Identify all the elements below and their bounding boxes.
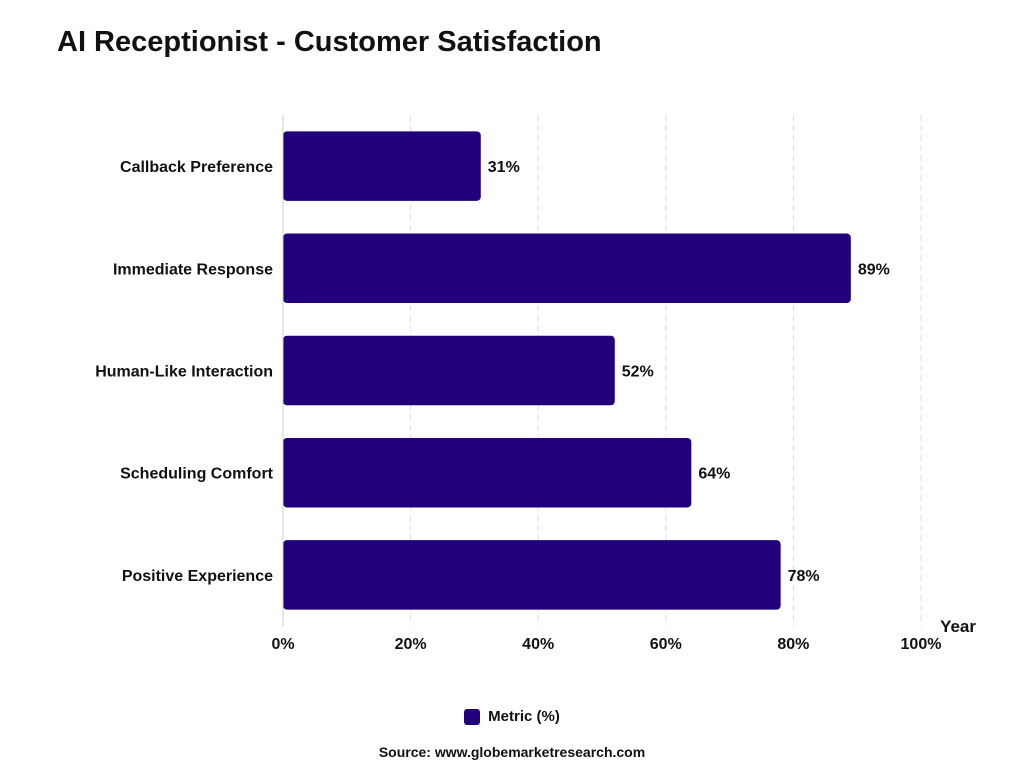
x-tick-label: 60% <box>650 636 682 653</box>
category-label: Callback Preference <box>120 159 273 176</box>
legend-swatch <box>464 708 481 725</box>
bar-value-label: 89% <box>858 261 890 278</box>
bar <box>283 131 481 201</box>
bar-value-label: 78% <box>788 568 820 585</box>
bars: 31% 89% 52% 64% 78% <box>283 131 890 610</box>
category-label: Human-Like Interaction <box>95 364 273 381</box>
x-tick-label: 80% <box>777 636 809 653</box>
category-label: Immediate Response <box>113 261 273 278</box>
bar <box>283 540 781 610</box>
source-note: Source: www.globemarketresearch.com <box>378 744 646 760</box>
bar-value-label: 64% <box>698 466 730 483</box>
x-axis-title: Year <box>940 617 976 636</box>
bar-chart: 31% 89% 52% 64% 78% 0% 20% 40% 60% 80% 100% Callba… <box>95 115 976 653</box>
bar <box>283 437 692 508</box>
category-label: Scheduling Comfort <box>120 466 274 483</box>
legend: Metric (%) <box>0 708 1024 725</box>
axes: 0% 20% 40% 60% 80% 100% Callback Preference Imm… <box>95 115 941 653</box>
category-label: Positive Experience <box>122 568 273 585</box>
x-tick-label: 0% <box>271 636 294 653</box>
chart-title: AI Receptionist - Customer Satisfaction <box>57 26 602 58</box>
bar-value-label: 31% <box>488 159 520 176</box>
bar <box>283 335 615 406</box>
legend-label: Metric (%) <box>488 708 560 725</box>
bar <box>283 233 851 304</box>
x-tick-label: 40% <box>522 636 554 653</box>
bar-value-label: 52% <box>622 364 654 381</box>
x-tick-label: 20% <box>395 636 427 653</box>
x-tick-label: 100% <box>901 636 942 653</box>
